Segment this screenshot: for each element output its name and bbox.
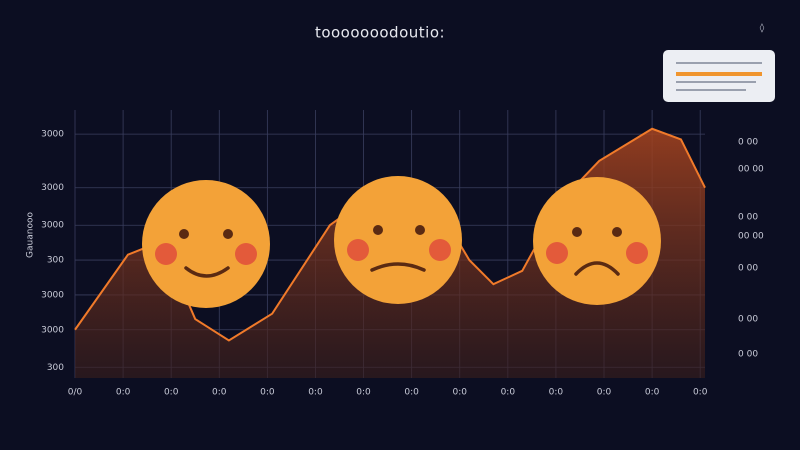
sad-face bbox=[334, 176, 462, 304]
x-tick-label: 0:0 bbox=[452, 388, 467, 398]
y-axis-label: Gauanooo bbox=[26, 212, 36, 258]
legend bbox=[663, 50, 775, 102]
x-tick-label: 0:0 bbox=[116, 388, 131, 398]
x-tick-label: 0:0 bbox=[164, 388, 179, 398]
x-tick-label: 0:0 bbox=[356, 388, 371, 398]
sad-face bbox=[533, 177, 661, 305]
x-tick-label: 0/0 bbox=[68, 388, 83, 398]
happy-face bbox=[142, 180, 270, 308]
chart-title: tooooooodoutio: bbox=[315, 24, 445, 42]
x-tick-label: 0:0 bbox=[501, 388, 516, 398]
y-tick-label: 3000 bbox=[41, 325, 64, 335]
legend-swatch bbox=[676, 72, 762, 76]
y2-tick-label: 0 00 bbox=[738, 349, 758, 359]
legend-line bbox=[676, 81, 756, 83]
x-tick-label: 0:0 bbox=[693, 388, 708, 398]
y2-tick-label: 0 00 bbox=[738, 213, 758, 223]
x-tick-label: 0:0 bbox=[260, 388, 275, 398]
legend-line bbox=[676, 89, 746, 91]
y-tick-label: 3000 bbox=[41, 221, 64, 231]
x-tick-label: 0:0 bbox=[308, 388, 323, 398]
y2-tick-label: 00 00 bbox=[738, 231, 764, 241]
y-tick-label: 300 bbox=[47, 256, 64, 266]
y-tick-label: 3000 bbox=[41, 183, 64, 193]
icon: ◊ bbox=[760, 23, 765, 34]
x-tick-label: 0:0 bbox=[645, 388, 660, 398]
y2-tick-label: 0 00 bbox=[738, 138, 758, 148]
faces bbox=[142, 176, 661, 308]
y2-tick-label: 0 00 bbox=[738, 315, 758, 325]
y2-tick-label: 00 00 bbox=[738, 164, 764, 174]
y2-tick-label: 0 00 bbox=[738, 264, 758, 274]
x-tick-label: 0:0 bbox=[212, 388, 227, 398]
y-tick-label: 3000 bbox=[41, 130, 64, 140]
y-tick-label: 3000 bbox=[41, 290, 64, 300]
x-tick-label: 0:0 bbox=[597, 388, 612, 398]
y-tick-label: 300 bbox=[47, 363, 64, 373]
legend-line bbox=[676, 62, 762, 64]
x-tick-label: 0:0 bbox=[549, 388, 564, 398]
x-tick-label: 0:0 bbox=[404, 388, 419, 398]
